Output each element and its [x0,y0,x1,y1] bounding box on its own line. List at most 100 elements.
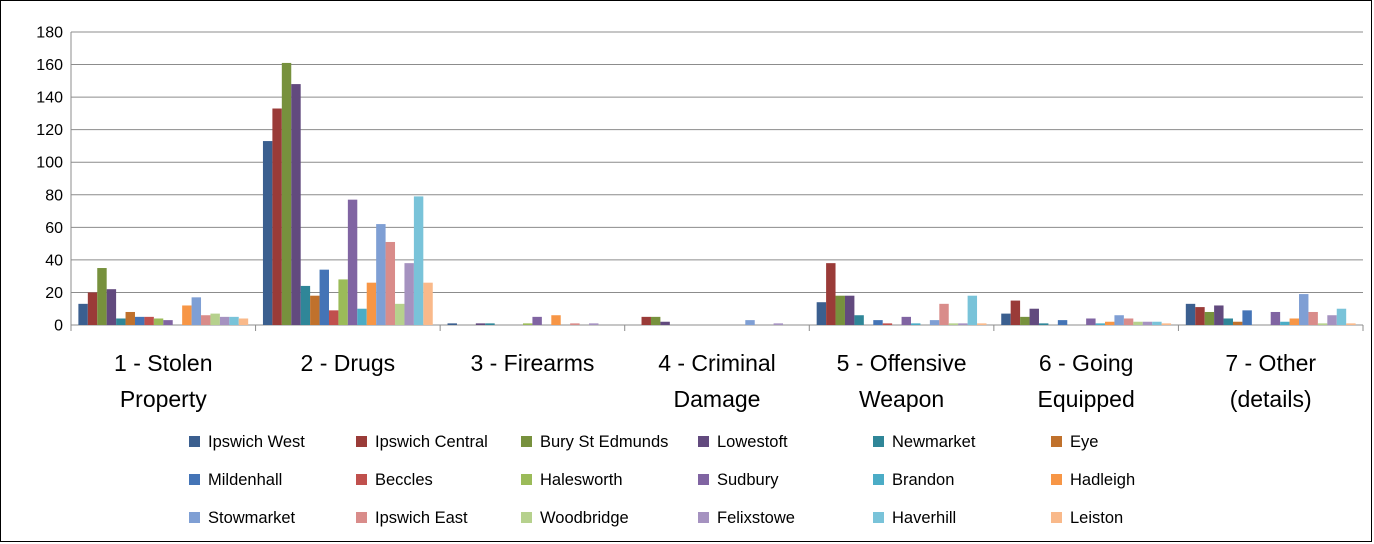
bar [816,302,827,325]
bar [650,316,661,325]
legend-label: Lowestoft [717,433,788,451]
bar [967,295,978,325]
legend-swatch [189,436,200,447]
category-label: Equipped [1038,386,1135,412]
bar [1308,311,1318,325]
bar [357,308,367,325]
bar [1020,316,1030,325]
bar [163,320,173,325]
category-label: 7 - Other [1225,350,1316,376]
category-label: 5 - Offensive [837,350,967,376]
legend-swatch [873,474,884,485]
legend-label: Bury St Edmunds [540,433,668,451]
legend-label: Ipswich East [375,509,468,527]
bar [1223,318,1233,325]
bar [641,316,651,325]
bar [1161,323,1172,325]
bar [191,297,202,325]
bar [1204,311,1215,325]
bar [210,313,220,325]
legend-swatch [356,474,367,485]
bar [125,311,135,325]
bar [219,316,230,325]
y-tick-label: 40 [45,252,63,269]
bar [238,318,249,325]
category-label: 6 - Going [1039,350,1134,376]
legend-swatch [873,436,884,447]
bar [1105,321,1115,325]
legend-swatch [1051,474,1062,485]
bar [977,323,987,325]
legend-label: Ipswich West [208,433,305,451]
bar [413,196,424,325]
bar [281,62,292,326]
bar [1280,321,1290,325]
legend-swatch [698,512,709,523]
category-label: 2 - Drugs [301,350,396,376]
legend-label: Hadleigh [1070,471,1135,489]
bar [1317,323,1328,325]
bar [901,316,911,325]
bar [376,224,386,325]
legend-swatch [698,436,709,447]
bar [826,263,836,325]
bar [939,303,949,325]
bar [1232,321,1243,325]
legend-label: Newmarket [892,433,976,451]
bar [948,323,959,325]
bar [447,323,457,325]
y-tick-label: 80 [45,187,63,204]
legend-label: Halesworth [540,471,623,489]
bar [1214,305,1224,325]
bar [1185,303,1196,325]
bar [116,318,126,325]
bar [1114,315,1124,325]
y-tick-label: 60 [45,220,63,237]
bar [1095,323,1106,325]
bar [338,279,348,325]
legend-swatch [521,512,532,523]
bar [395,303,405,325]
bar [1038,323,1049,325]
bar [1123,318,1134,325]
bar [882,323,893,325]
bar [291,84,301,325]
category-label: 4 - Criminal [658,350,776,376]
bar [272,108,282,325]
bar [229,316,239,325]
bar [522,323,533,325]
bar [385,241,396,325]
category-label: Property [120,386,207,412]
bar [1152,321,1162,325]
y-tick-label: 120 [36,122,63,139]
category-label: 1 - Stolen [114,350,212,376]
legend-label: Ipswich Central [375,433,488,451]
bar [144,316,154,325]
bar [1346,323,1356,325]
category-label: Weapon [859,386,944,412]
bar [1242,310,1252,325]
bar [182,305,192,325]
legend-label: Woodbridge [540,509,629,527]
bar [319,269,329,325]
y-tick-label: 180 [36,25,63,42]
legend-label: Haverhill [892,509,956,527]
bar [1289,318,1300,325]
legend-swatch [356,512,367,523]
bar [347,199,358,325]
bar [1270,311,1281,325]
bar [366,282,377,325]
legend-swatch [698,474,709,485]
bar [328,310,339,325]
legend-label: Felixstowe [717,509,795,527]
legend-swatch [521,436,532,447]
bar [404,263,414,325]
bar [570,323,580,325]
bar [873,320,883,325]
bar [97,268,107,325]
legend-swatch [189,474,200,485]
y-tick-label: 20 [45,285,63,302]
y-tick-label: 140 [36,90,63,107]
